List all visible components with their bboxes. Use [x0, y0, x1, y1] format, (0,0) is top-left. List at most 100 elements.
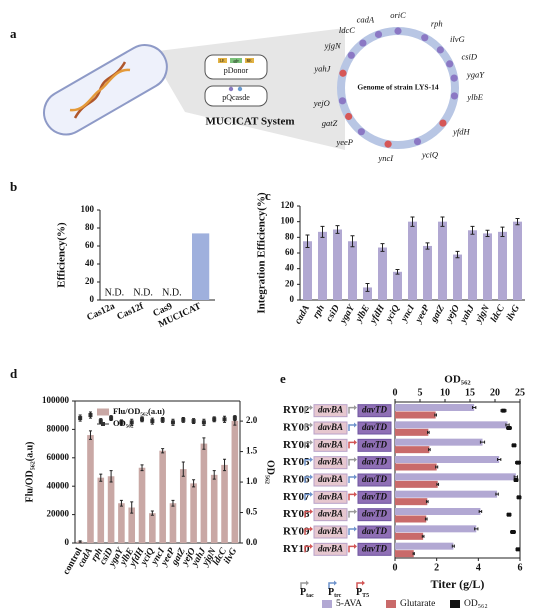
promoter-icon: [306, 580, 309, 586]
dot: [516, 460, 520, 465]
bar: [318, 231, 327, 300]
panel-label: d: [10, 366, 18, 381]
promoter-icon: [354, 457, 357, 463]
error-bar: [88, 430, 92, 440]
site-dot: [357, 128, 365, 136]
error-bar: [181, 416, 185, 423]
bar: [393, 271, 402, 300]
gene-label: davBA: [318, 509, 343, 519]
bar: [159, 450, 166, 543]
value-label: N.D.: [162, 287, 181, 298]
error-bar: [435, 465, 439, 469]
gene-label: davTD: [362, 509, 387, 519]
bar: [210, 474, 218, 543]
error-bar: [212, 416, 216, 423]
bar: [333, 229, 342, 300]
part-label: gfp: [233, 58, 238, 63]
legend-key: [386, 600, 396, 608]
promoter-icon: [348, 424, 354, 431]
error-bar: [140, 416, 144, 423]
error-bar: [130, 501, 134, 514]
error-bar: [470, 225, 475, 235]
genome-label: Genome of strain LYS-14: [357, 83, 438, 92]
error-bar: [88, 411, 92, 419]
plasmids: LE gfp RE pDonor pQcasde MUCICAT System: [204, 54, 295, 128]
y-tick-label: 40: [85, 258, 95, 268]
x-tick-label: cadA: [293, 304, 312, 326]
gene-label: davTD: [362, 526, 387, 536]
bar: [169, 503, 177, 543]
site-dot: [450, 74, 458, 82]
promoter-icon: [354, 474, 357, 480]
row-label: RY10: [283, 543, 310, 555]
gene-label: davTD: [362, 439, 387, 449]
error-bar: [130, 418, 134, 426]
error-bar: [513, 475, 518, 479]
bar: [453, 254, 462, 300]
dot: [514, 478, 518, 482]
bar: [395, 473, 516, 481]
gene-box: [357, 404, 392, 418]
y-tick-label: 20: [85, 276, 95, 286]
site-dot: [394, 27, 402, 35]
x-tick-label: Cas12f: [116, 301, 146, 322]
legend-label: OD₅₆₂: [113, 418, 134, 428]
x-tick-label: yciQ: [384, 303, 402, 325]
x-tick-label: ilvG: [505, 303, 522, 322]
promoter-icon: [348, 528, 354, 535]
bar: [128, 507, 136, 543]
error-bar: [350, 235, 355, 248]
row-label: RY03: [283, 422, 310, 434]
y-tick-label: 20: [285, 278, 295, 288]
error-bar: [427, 430, 430, 434]
error-bar: [474, 527, 479, 531]
row-label: RY02: [283, 404, 310, 416]
legend-label: Flu/OD₅₆₂(a.u): [113, 406, 165, 416]
site-label: yeeP: [335, 137, 353, 147]
part: [237, 86, 243, 92]
x-tick-label: Cas12a: [86, 302, 117, 324]
x-tick-label: yjgN: [474, 303, 493, 326]
part: [230, 58, 242, 63]
bar: [513, 221, 522, 300]
bar: [395, 428, 429, 436]
error-bar: [320, 225, 325, 238]
y-tick-label: 1.0: [246, 476, 258, 486]
bar: [395, 550, 414, 558]
promoter-icon: [310, 543, 313, 549]
y-tick-label: 80: [85, 222, 95, 232]
error-bar: [150, 417, 154, 425]
x2-tick-label: 25: [515, 387, 525, 398]
error-bar: [410, 216, 415, 227]
error-bar: [109, 470, 113, 483]
site-label: yncI: [378, 153, 395, 163]
x-tick-label: 2: [434, 562, 439, 573]
gene-label: davBA: [318, 439, 343, 449]
dot: [512, 443, 516, 448]
value-label: N.D.: [133, 287, 152, 298]
y2-axis-label: OD₅₆₂: [265, 460, 276, 484]
x-tick-label: ldcC: [489, 303, 507, 324]
site-label: yfdH: [452, 126, 470, 136]
gene-box: [313, 404, 348, 418]
error-bar: [161, 416, 165, 423]
promoter-subscript: tac: [306, 593, 314, 599]
error-bar: [495, 492, 499, 496]
promoter-icon: [304, 424, 310, 431]
error-bar: [421, 534, 425, 538]
promoter-icon: [328, 582, 334, 589]
promoter-icon: [310, 439, 313, 445]
part: [218, 58, 227, 63]
bar: [118, 503, 125, 543]
promoter-prefix: P: [356, 587, 362, 598]
x-tick-label: yeeP: [414, 303, 432, 325]
gene-box: [357, 421, 392, 435]
promoter-label: Ptrc: [328, 587, 342, 599]
x-tick-label: 0: [393, 562, 398, 573]
row-label: RY04: [283, 439, 310, 451]
x-tick-label: yncI: [399, 303, 417, 324]
bar: [179, 469, 187, 543]
bar: [190, 483, 197, 543]
gene-label: davBA: [318, 474, 343, 484]
error-bar: [192, 418, 196, 425]
